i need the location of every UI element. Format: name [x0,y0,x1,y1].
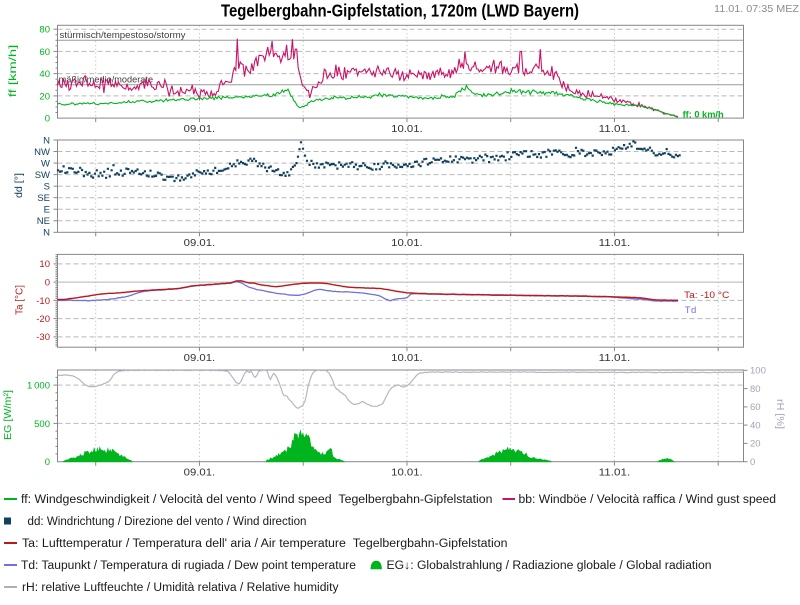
svg-text:11.01.: 11.01. [599,353,631,364]
svg-text:10.01.: 10.01. [391,353,423,364]
svg-text:SE: SE [37,193,50,204]
svg-text:rH: relative Luftfeuchte / Umi: rH: relative Luftfeuchte / Umidità relat… [22,582,339,594]
svg-text:0: 0 [45,278,50,289]
svg-text:09.01.: 09.01. [184,238,216,249]
svg-text:10: 10 [39,259,50,270]
svg-text:EG↓: Globalstrahlung / Radiazi: EG↓: Globalstrahlung / Radiazione global… [387,560,712,572]
svg-text:-20: -20 [36,314,50,325]
svg-text:11.01.: 11.01. [599,238,631,249]
svg-text:NW: NW [34,147,50,158]
svg-text:80: 80 [750,384,761,395]
svg-text:20: 20 [750,439,761,450]
svg-text:11.01.: 11.01. [599,124,631,135]
svg-text:0: 0 [750,457,755,468]
svg-text:Td: Td [685,305,697,316]
svg-text:0: 0 [45,457,50,468]
svg-text:-30: -30 [36,332,50,343]
svg-text:500: 500 [34,419,50,430]
svg-text:dd: Windrichtung / Direzione d: dd: Windrichtung / Direzione del vento /… [28,516,307,528]
svg-text:09.01.: 09.01. [184,353,216,364]
svg-text:80: 80 [39,25,50,36]
svg-text:60: 60 [39,47,50,58]
svg-text:ff [km/h]: ff [km/h] [7,45,19,98]
svg-text:SW: SW [35,170,50,181]
svg-text:10.01.: 10.01. [391,467,423,478]
svg-text:rH [%]: rH [%] [774,399,786,429]
svg-text:10.01.: 10.01. [391,238,423,249]
svg-text:Td: Taupunkt / Temperatura di: Td: Taupunkt / Temperatura di rugiada / … [21,560,356,572]
svg-text:60: 60 [750,402,761,413]
svg-text:0: 0 [45,114,50,125]
svg-text:10.01.: 10.01. [391,124,423,135]
svg-text:dd [°]: dd [°] [13,173,25,198]
svg-text:40: 40 [750,420,761,431]
svg-text:09.01.: 09.01. [184,124,216,135]
svg-text:1 000: 1 000 [27,381,50,392]
svg-text:ff: 0 km/h: ff: 0 km/h [683,109,724,120]
svg-text:20: 20 [39,91,50,102]
svg-text:bb: Windböe / Velocità raffica: bb: Windböe / Velocità raffica / Wind gu… [519,494,777,506]
svg-text:ff: Windgeschwindigkeit / Velo: ff: Windgeschwindigkeit / Velocità del v… [21,494,492,506]
svg-text:40: 40 [39,69,50,80]
svg-text:Ta: Lufttemperatur / Temperatu: Ta: Lufttemperatur / Temperatura dell' a… [22,538,508,550]
svg-text:-10: -10 [36,296,50,307]
svg-text:S: S [44,182,50,193]
svg-text:100: 100 [750,366,766,377]
svg-text:11.01.: 11.01. [599,467,631,478]
svg-text:N: N [43,135,50,146]
svg-text:N: N [43,228,50,239]
svg-text:Tegelbergbahn-Gipfelstation, 1: Tegelbergbahn-Gipfelstation, 1720m (LWD … [221,1,579,21]
svg-text:09.01.: 09.01. [184,467,216,478]
svg-text:Ta: -10 °C: Ta: -10 °C [684,290,729,301]
svg-text:EG [W/m²]: EG [W/m²] [2,390,14,440]
svg-text:W: W [41,159,50,170]
svg-text:E: E [44,205,50,216]
svg-text:Ta [°C]: Ta [°C] [14,285,26,315]
svg-text:stürmisch/tempestoso/stormy: stürmisch/tempestoso/stormy [60,30,186,41]
svg-text:11.01. 07:35 MEZ: 11.01. 07:35 MEZ [714,4,799,15]
svg-text:NE: NE [37,216,50,227]
